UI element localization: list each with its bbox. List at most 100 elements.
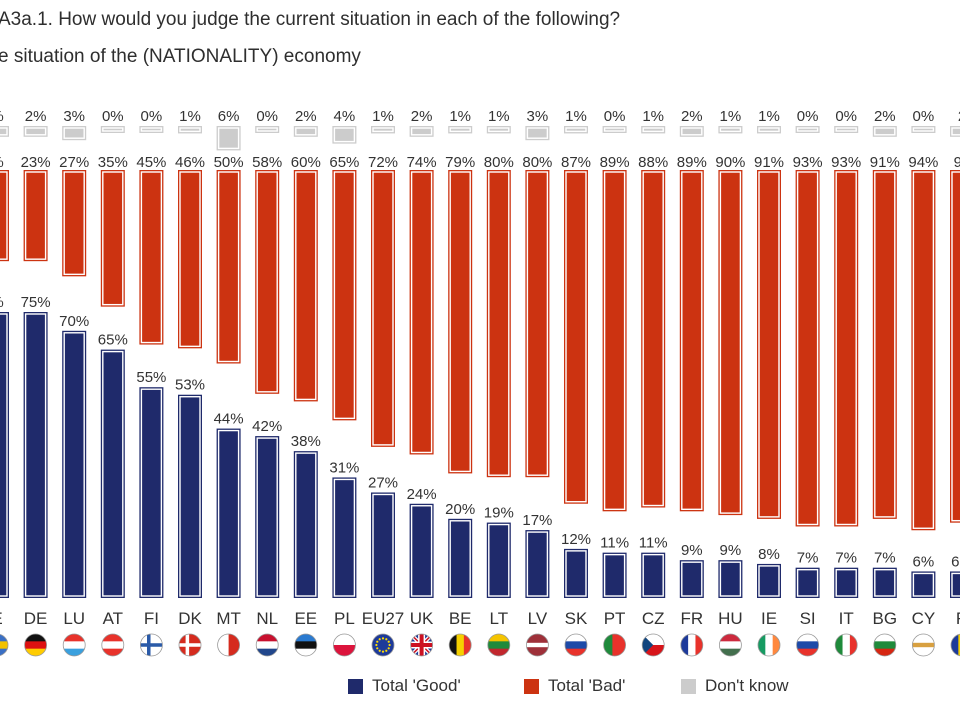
dont-know-bar-sk [565, 127, 587, 133]
bad-bar-pt [603, 171, 626, 511]
good-label-at: 65% [98, 332, 128, 349]
flag-r-icon [950, 633, 960, 657]
country-label-mt: MT [216, 609, 241, 628]
bad-bar-at [102, 171, 124, 306]
dont-know-label-si: 0% [797, 108, 819, 125]
dont-know-bar-dk [179, 127, 201, 133]
good-bar-e [0, 313, 8, 597]
dont-know-label-hu: 1% [720, 108, 742, 125]
dont-know-label-uk: 2% [411, 108, 433, 125]
dont-know-label-dk: 1% [179, 108, 201, 125]
bad-label-r: 92 [954, 154, 960, 171]
good-bar-mt [217, 429, 240, 597]
dont-know-label-nl: 0% [256, 108, 278, 125]
dont-know-bar-pt [603, 127, 626, 132]
legend-label-good: Total 'Good' [372, 676, 461, 695]
bad-label-it: 93% [831, 154, 861, 171]
country-label-si: SI [800, 609, 816, 628]
good-label-ee: 38% [291, 433, 321, 450]
country-label-lt: LT [490, 609, 509, 628]
good-label-e: % [0, 294, 4, 311]
good-bar-hu [719, 561, 742, 597]
country-label-de: DE [24, 609, 48, 628]
bad-label-mt: 50% [214, 154, 244, 171]
dont-know-bar-pl [333, 127, 356, 143]
bad-label-fr: 89% [677, 154, 707, 171]
dont-know-bar-fr [681, 127, 703, 136]
good-label-eu27: 27% [368, 474, 398, 491]
country-label-uk: UK [410, 609, 434, 628]
good-bar-be [449, 520, 471, 597]
dont-know-label-lv: 3% [527, 108, 549, 125]
legend-item-good: Total 'Good' [348, 674, 461, 698]
country-label-dk: DK [178, 609, 202, 628]
flag-eu27-icon [371, 633, 395, 657]
dont-know-bar-lv [526, 127, 549, 139]
bad-label-pl: 65% [329, 154, 359, 171]
flag-sk-icon [564, 633, 588, 657]
good-bar-de [24, 313, 47, 597]
country-label-r: R [956, 609, 960, 628]
dont-know-bar-mt [217, 127, 240, 150]
country-label-nl: NL [256, 609, 278, 628]
flag-pt-icon [603, 633, 626, 657]
good-bar-eu27 [372, 493, 394, 597]
flag-de-icon [24, 633, 47, 657]
bad-label-dk: 46% [175, 154, 205, 171]
good-label-cy: 6% [913, 553, 935, 570]
country-label-fi: FI [144, 609, 159, 628]
country-label-be: BE [449, 609, 472, 628]
good-bar-lt [488, 523, 510, 597]
good-bar-cz [642, 553, 664, 597]
good-label-fi: 55% [136, 369, 166, 386]
flag-si-icon [796, 633, 819, 657]
good-label-si: 7% [797, 550, 819, 567]
flag-ee-icon [294, 633, 318, 657]
bad-bar-lt [488, 171, 510, 476]
dont-know-bar-hu [719, 127, 742, 133]
bad-label-nl: 58% [252, 154, 282, 171]
bad-bar-cy [912, 171, 935, 529]
good-label-sk: 12% [561, 531, 591, 548]
flag-fi-icon [139, 633, 163, 657]
bad-label-lu: 27% [59, 154, 89, 171]
dont-know-label-ie: 1% [758, 108, 780, 125]
bad-label-lt: 80% [484, 154, 514, 171]
good-label-lt: 19% [484, 505, 514, 522]
bad-bar-bg [874, 171, 896, 518]
bad-label-be: 79% [445, 154, 475, 171]
flag-dk-icon [178, 633, 202, 657]
bad-bar-ee [295, 171, 317, 401]
country-label-hu: HU [718, 609, 743, 628]
good-bar-si [796, 568, 819, 597]
bad-bar-si [796, 171, 819, 526]
dont-know-bar-uk [410, 127, 433, 136]
dont-know-bar-it [835, 127, 857, 132]
dont-know-label-cy: 0% [913, 108, 935, 125]
good-bar-uk [410, 505, 433, 597]
flag-fr-icon [680, 633, 704, 657]
chart-subtitle: e situation of the (NATIONALITY) economy [0, 46, 361, 67]
good-label-pl: 31% [329, 459, 359, 476]
bad-bar-uk [410, 171, 433, 454]
bad-bar-pl [333, 171, 356, 420]
bad-bar-lu [63, 171, 85, 276]
good-bar-lv [526, 531, 549, 597]
flag-be-icon [448, 633, 472, 657]
dont-know-bar-e [0, 127, 8, 136]
legend-swatch-dont-know [681, 678, 696, 694]
country-label-lu: LU [63, 609, 85, 628]
flag-pl-icon [332, 633, 356, 657]
good-label-mt: 44% [214, 411, 244, 428]
dont-know-label-r: 2 [958, 108, 960, 125]
dont-know-label-eu27: 1% [372, 108, 394, 125]
bad-bar-lv [526, 171, 549, 476]
good-bar-nl [256, 437, 278, 597]
bad-label-uk: 74% [407, 154, 437, 171]
flag-it-icon [834, 633, 858, 657]
flag-cy-icon [912, 633, 935, 657]
bad-label-cy: 94% [908, 154, 938, 171]
bad-bar-fr [681, 171, 703, 511]
flag-lt-icon [487, 633, 511, 657]
